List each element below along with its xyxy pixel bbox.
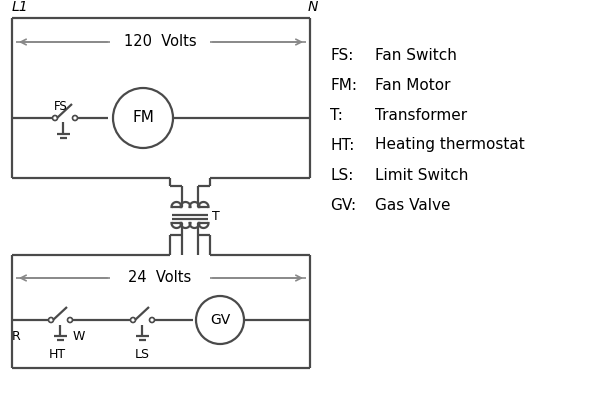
Text: N: N bbox=[308, 0, 319, 14]
Text: LS:: LS: bbox=[330, 168, 353, 182]
Text: L1: L1 bbox=[12, 0, 29, 14]
Text: Gas Valve: Gas Valve bbox=[375, 198, 451, 212]
Text: Fan Motor: Fan Motor bbox=[375, 78, 451, 92]
Text: Fan Switch: Fan Switch bbox=[375, 48, 457, 62]
Text: LS: LS bbox=[135, 348, 149, 361]
Text: GV: GV bbox=[210, 313, 230, 327]
Text: FM: FM bbox=[132, 110, 154, 126]
Text: HT: HT bbox=[48, 348, 65, 361]
Text: R: R bbox=[12, 330, 21, 343]
Text: Heating thermostat: Heating thermostat bbox=[375, 138, 525, 152]
Text: Limit Switch: Limit Switch bbox=[375, 168, 468, 182]
Text: FS:: FS: bbox=[330, 48, 353, 62]
Text: FM:: FM: bbox=[330, 78, 357, 92]
Text: Transformer: Transformer bbox=[375, 108, 467, 122]
Text: T: T bbox=[212, 210, 219, 224]
Text: W: W bbox=[73, 330, 86, 343]
Text: 24  Volts: 24 Volts bbox=[129, 270, 192, 286]
Text: T:: T: bbox=[330, 108, 343, 122]
Text: 120  Volts: 120 Volts bbox=[124, 34, 196, 50]
Text: FS: FS bbox=[54, 100, 68, 112]
Text: GV:: GV: bbox=[330, 198, 356, 212]
Text: HT:: HT: bbox=[330, 138, 355, 152]
